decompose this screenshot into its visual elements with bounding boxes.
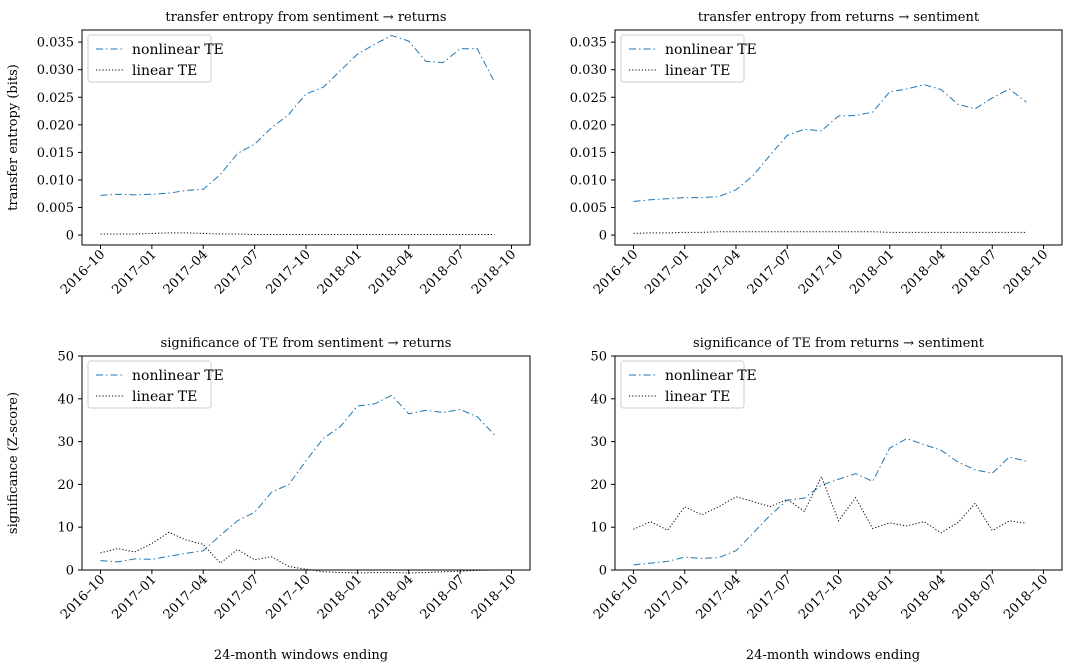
series-line-nonlinear xyxy=(100,34,495,196)
x-tick-label: 2016–10 xyxy=(58,572,108,622)
y-tick-label: 0 xyxy=(66,564,74,579)
x-tick-label: 2018–04 xyxy=(899,247,949,297)
y-tick-label: 10 xyxy=(57,521,74,536)
legend-label: linear TE xyxy=(132,63,197,79)
y-tick-label: 0 xyxy=(599,564,607,579)
x-tick-label: 2017–01 xyxy=(642,572,692,622)
legend-label: linear TE xyxy=(665,389,730,405)
panel-te-returns-to-sentiment: 0 0.005 0.010 0.015 0.020 0.025 0.030 0.035 2016… xyxy=(570,10,1063,298)
x-tick-label: 2016–10 xyxy=(591,572,641,622)
panel-title: significance of TE from sentiment → retu… xyxy=(161,336,452,351)
x-axis-label-right: 24-month windows ending xyxy=(746,648,920,663)
x-tick-label: 2017–04 xyxy=(161,247,211,297)
y-tick-label: 30 xyxy=(57,435,74,450)
x-tick-label: 2017–10 xyxy=(796,572,846,622)
series-line-nonlinear xyxy=(633,438,1027,566)
series-line-linear xyxy=(100,232,495,236)
legend-label: nonlinear TE xyxy=(132,42,224,58)
x-tick-label: 2018–01 xyxy=(847,247,897,297)
y-tick-label: 0 xyxy=(599,229,607,244)
series-line-linear xyxy=(633,231,1027,234)
x-tick-label: 2017–07 xyxy=(212,572,262,622)
x-tick-label: 2017–04 xyxy=(694,572,744,622)
y-tick-label: 0.025 xyxy=(37,91,74,106)
series-line-nonlinear xyxy=(633,84,1027,202)
panel-title: transfer entropy from sentiment → return… xyxy=(165,10,446,25)
x-tick-label: 2018–10 xyxy=(1001,572,1051,622)
x-axis-label-left: 24-month windows ending xyxy=(214,648,388,663)
x-tick-label: 2018–10 xyxy=(469,247,519,297)
x-tick-label: 2017–04 xyxy=(161,572,211,622)
x-tick-label: 2018–07 xyxy=(950,572,1000,622)
x-tick-label: 2017–10 xyxy=(796,247,846,297)
y-tick-label: 30 xyxy=(590,435,607,450)
x-tick-label: 2018–10 xyxy=(469,572,519,622)
legend-label: nonlinear TE xyxy=(665,368,757,384)
x-tick-label: 2016–10 xyxy=(58,247,108,297)
series-line-linear xyxy=(633,475,1027,534)
y-tick-label: 10 xyxy=(590,521,607,536)
x-tick-label: 2017–07 xyxy=(212,247,262,297)
y-tick-label: 0 xyxy=(66,229,74,244)
y-tick-label: 40 xyxy=(590,392,607,407)
legend-label: linear TE xyxy=(665,63,730,79)
x-tick-label: 2018–07 xyxy=(950,247,1000,297)
y-axis-label: significance (Z-score) xyxy=(6,392,21,534)
y-tick-label: 40 xyxy=(57,392,74,407)
y-tick-label: 50 xyxy=(590,350,607,365)
x-tick-label: 2018–01 xyxy=(315,572,365,622)
x-tick-label: 2016–10 xyxy=(591,247,641,297)
panel-te-sentiment-to-returns: 0 0.005 0.010 0.015 0.020 0.025 0.030 0.035 2016… xyxy=(6,10,531,298)
y-tick-label: 20 xyxy=(590,478,607,493)
y-tick-label: 0.030 xyxy=(570,63,607,78)
x-tick-label: 2017–07 xyxy=(745,572,795,622)
y-tick-label: 0.020 xyxy=(570,118,607,133)
y-tick-label: 20 xyxy=(57,478,74,493)
y-tick-label: 0.005 xyxy=(37,201,74,216)
series-line-linear xyxy=(100,531,495,574)
x-tick-label: 2018–01 xyxy=(315,247,365,297)
y-tick-label: 0.015 xyxy=(570,146,607,161)
x-tick-label: 2017–01 xyxy=(642,247,692,297)
y-tick-label: 0.035 xyxy=(570,36,607,51)
y-axis-label: transfer entropy (bits) xyxy=(6,64,21,211)
y-tick-label: 0.025 xyxy=(570,91,607,106)
y-tick-label: 0.015 xyxy=(37,146,74,161)
x-tick-label: 2018–07 xyxy=(418,572,468,622)
panel-title: significance of TE from returns → sentim… xyxy=(693,336,985,351)
x-tick-label: 2018–10 xyxy=(1001,247,1051,297)
x-tick-label: 2017–04 xyxy=(694,247,744,297)
legend-label: nonlinear TE xyxy=(132,368,224,384)
legend-label: nonlinear TE xyxy=(665,42,757,58)
legend-label: linear TE xyxy=(132,389,197,405)
y-tick-label: 50 xyxy=(57,350,74,365)
y-tick-label: 0.010 xyxy=(570,173,607,188)
panel-title: transfer entropy from returns → sentimen… xyxy=(698,10,980,25)
x-tick-label: 2018–01 xyxy=(847,572,897,622)
y-tick-label: 0.035 xyxy=(37,36,74,51)
y-tick-label: 0.010 xyxy=(37,173,74,188)
x-tick-label: 2018–04 xyxy=(366,247,416,297)
x-tick-label: 2018–04 xyxy=(899,572,949,622)
x-tick-label: 2017–07 xyxy=(745,247,795,297)
x-tick-label: 2017–01 xyxy=(109,572,159,622)
series-line-nonlinear xyxy=(100,394,495,563)
x-tick-label: 2017–10 xyxy=(264,247,314,297)
x-tick-label: 2018–04 xyxy=(366,572,416,622)
y-tick-label: 0.005 xyxy=(570,201,607,216)
y-tick-label: 0.030 xyxy=(37,63,74,78)
y-tick-label: 0.020 xyxy=(37,118,74,133)
x-tick-label: 2017–01 xyxy=(109,247,159,297)
x-tick-label: 2018–07 xyxy=(418,247,468,297)
x-tick-label: 2017–10 xyxy=(264,572,314,622)
